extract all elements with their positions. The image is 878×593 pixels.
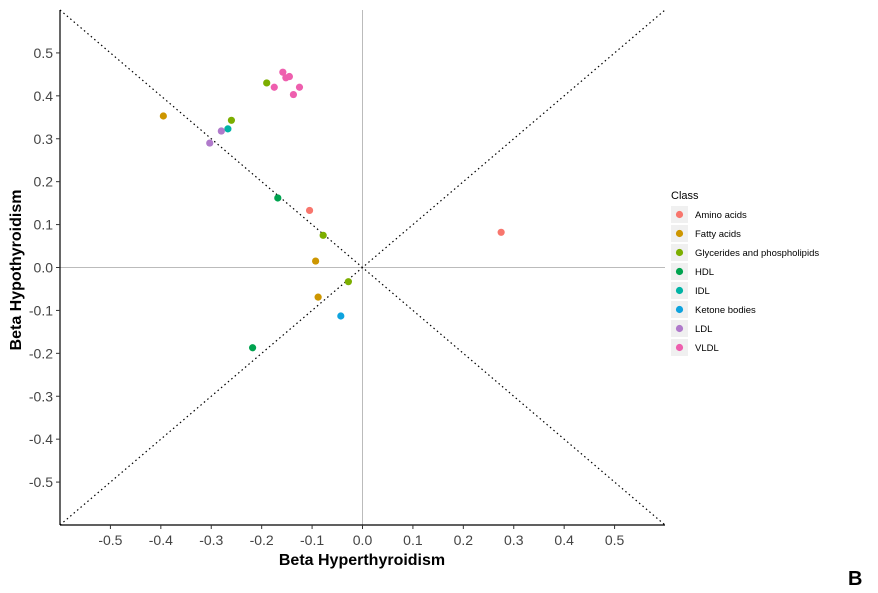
y-tick-label: -0.5 bbox=[29, 474, 53, 490]
data-point bbox=[285, 72, 293, 81]
legend-entry: LDL bbox=[695, 324, 712, 335]
data-point bbox=[305, 206, 314, 215]
x-tick-label: -0.2 bbox=[250, 532, 274, 548]
legend-marker bbox=[675, 210, 684, 219]
panel-label: B bbox=[848, 568, 863, 590]
x-tick-label: 0.5 bbox=[605, 532, 625, 548]
y-tick-label: -0.4 bbox=[29, 431, 53, 447]
x-tick-label: 0.1 bbox=[403, 532, 423, 548]
data-point bbox=[270, 83, 278, 91]
legend-entry: Ketone bodies bbox=[695, 305, 756, 316]
data-point bbox=[497, 228, 505, 236]
data-point bbox=[206, 139, 214, 147]
data-point bbox=[263, 79, 271, 87]
y-tick-label: 0.5 bbox=[34, 45, 54, 61]
x-tick-label: -0.3 bbox=[199, 532, 223, 548]
x-tick-label: -0.5 bbox=[98, 532, 122, 548]
data-points bbox=[159, 68, 505, 352]
legend-marker bbox=[675, 324, 684, 333]
x-tick-label: 0.0 bbox=[353, 532, 373, 548]
legend-marker bbox=[675, 305, 684, 314]
legend-marker bbox=[675, 343, 684, 352]
x-tick-label: 0.2 bbox=[454, 532, 474, 548]
data-point bbox=[224, 125, 232, 133]
diagonal-line-negative bbox=[59, 9, 666, 526]
y-tick-label: -0.1 bbox=[29, 302, 53, 318]
y-tick-label: 0.3 bbox=[34, 131, 54, 147]
axis-ticks: -0.5 -0.4 -0.3 -0.2 -0.1 0.0 0.1 0.2 0.3 0.4 0.5 0.… bbox=[29, 45, 625, 548]
y-axis-title: Beta Hypothyroidism bbox=[8, 190, 25, 351]
y-tick-label: 0.2 bbox=[34, 174, 54, 190]
x-tick-label: -0.1 bbox=[300, 532, 324, 548]
data-point bbox=[279, 68, 287, 76]
data-point bbox=[227, 116, 236, 124]
y-tick-label: 0.0 bbox=[34, 260, 54, 276]
legend-marker bbox=[675, 267, 684, 276]
legend-entry: Amino acids bbox=[695, 210, 747, 221]
x-tick-label: -0.4 bbox=[149, 532, 173, 548]
y-tick-label: -0.3 bbox=[29, 388, 53, 404]
x-tick-label: 0.3 bbox=[504, 532, 524, 548]
legend-title: Class bbox=[671, 190, 699, 202]
legend-entry: IDL bbox=[695, 286, 710, 297]
y-tick-label: -0.2 bbox=[29, 345, 53, 361]
legend-entry: HDL bbox=[695, 267, 714, 278]
y-tick-label: 0.1 bbox=[34, 217, 54, 233]
reference-lines bbox=[59, 9, 666, 526]
data-point bbox=[159, 112, 167, 120]
x-axis-title: Beta Hyperthyroidism bbox=[279, 552, 445, 569]
legend-marker bbox=[675, 286, 684, 295]
data-point bbox=[295, 83, 304, 91]
data-point bbox=[274, 194, 282, 202]
data-point bbox=[337, 312, 345, 320]
legend-marker bbox=[675, 229, 684, 238]
legend-entry: VLDL bbox=[695, 343, 719, 354]
legend-marker bbox=[675, 248, 684, 257]
data-point bbox=[319, 231, 327, 239]
data-point bbox=[314, 293, 322, 301]
data-point bbox=[217, 127, 225, 135]
data-point bbox=[344, 278, 352, 286]
legend-entry: Glycerides and phospholipids bbox=[695, 248, 819, 259]
data-point bbox=[248, 344, 257, 352]
legend: Class Amino acids Fatty acids Glycerides a… bbox=[671, 190, 819, 356]
data-point bbox=[289, 90, 298, 99]
x-tick-label: 0.4 bbox=[554, 532, 574, 548]
y-tick-label: 0.4 bbox=[34, 88, 54, 104]
data-point bbox=[312, 257, 320, 265]
legend-entry: Fatty acids bbox=[695, 229, 741, 240]
